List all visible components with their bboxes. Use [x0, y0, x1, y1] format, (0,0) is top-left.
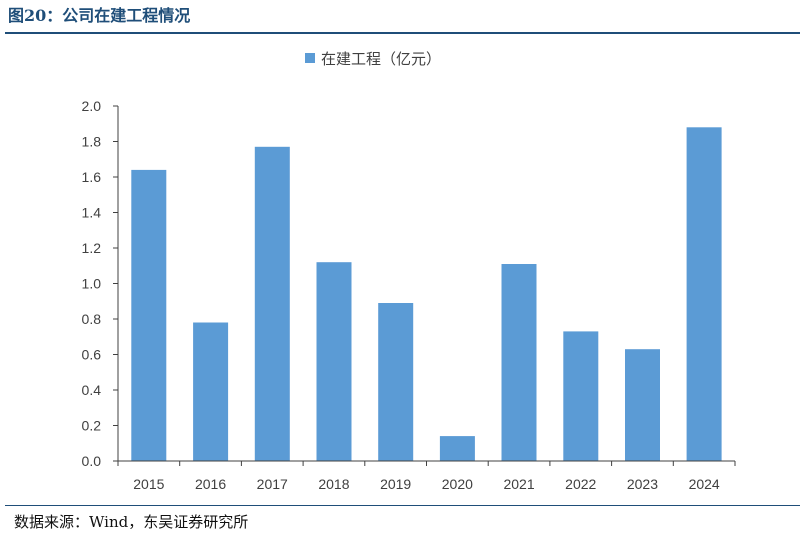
x-tick-label: 2018	[318, 476, 349, 492]
chart-legend: 在建工程（亿元）	[305, 50, 441, 68]
bar-2024	[686, 127, 722, 462]
x-tick-label: 2015	[133, 476, 164, 492]
x-tick-label: 2023	[627, 476, 658, 492]
y-tick-label: 1.2	[82, 240, 102, 256]
bar-2023	[625, 349, 660, 461]
source-rule	[5, 505, 800, 506]
x-tick-label: 2024	[689, 476, 720, 492]
bars-group	[131, 127, 722, 462]
axes-group: 0.0 0.2 0.4 0.6 0.8 1.0 1.2 1.4 1.6 1.8 2.0 2015 201…	[82, 98, 736, 492]
legend-swatch	[305, 53, 315, 63]
y-tick-label: 0.2	[82, 418, 102, 434]
x-tick-label: 2021	[503, 476, 534, 492]
y-tick-label: 2.0	[82, 98, 102, 114]
y-tick-label: 1.0	[82, 276, 102, 292]
bar-2017	[254, 146, 290, 462]
legend-label: 在建工程（亿元）	[321, 50, 441, 68]
y-tick-label: 1.4	[82, 205, 102, 221]
y-tick-label: 1.6	[82, 169, 102, 185]
source-note: 数据来源：Wind，东吴证券研究所	[14, 513, 249, 531]
title-rule	[5, 32, 800, 34]
x-tick-label: 2020	[442, 476, 473, 492]
x-tick-label: 2019	[380, 476, 411, 492]
y-tick-label: 0.4	[82, 382, 102, 398]
bar-2019	[378, 303, 414, 461]
bar-2021	[501, 264, 537, 461]
x-tick-label: 2017	[257, 476, 288, 492]
y-tick-label: 0.0	[82, 453, 102, 469]
bar-2016	[193, 322, 229, 461]
y-tick-label: 0.8	[82, 311, 102, 327]
x-tick-label: 2022	[565, 476, 596, 492]
y-tick-label: 0.6	[82, 347, 102, 363]
bar-2018	[316, 262, 352, 461]
bar-2020	[439, 436, 475, 461]
figure-title: 图20：公司在建工程情况	[8, 6, 191, 25]
bar-2022	[563, 331, 599, 461]
y-tick-label: 1.8	[82, 134, 102, 150]
bar-2015	[131, 169, 167, 461]
x-tick-label: 2016	[195, 476, 226, 492]
